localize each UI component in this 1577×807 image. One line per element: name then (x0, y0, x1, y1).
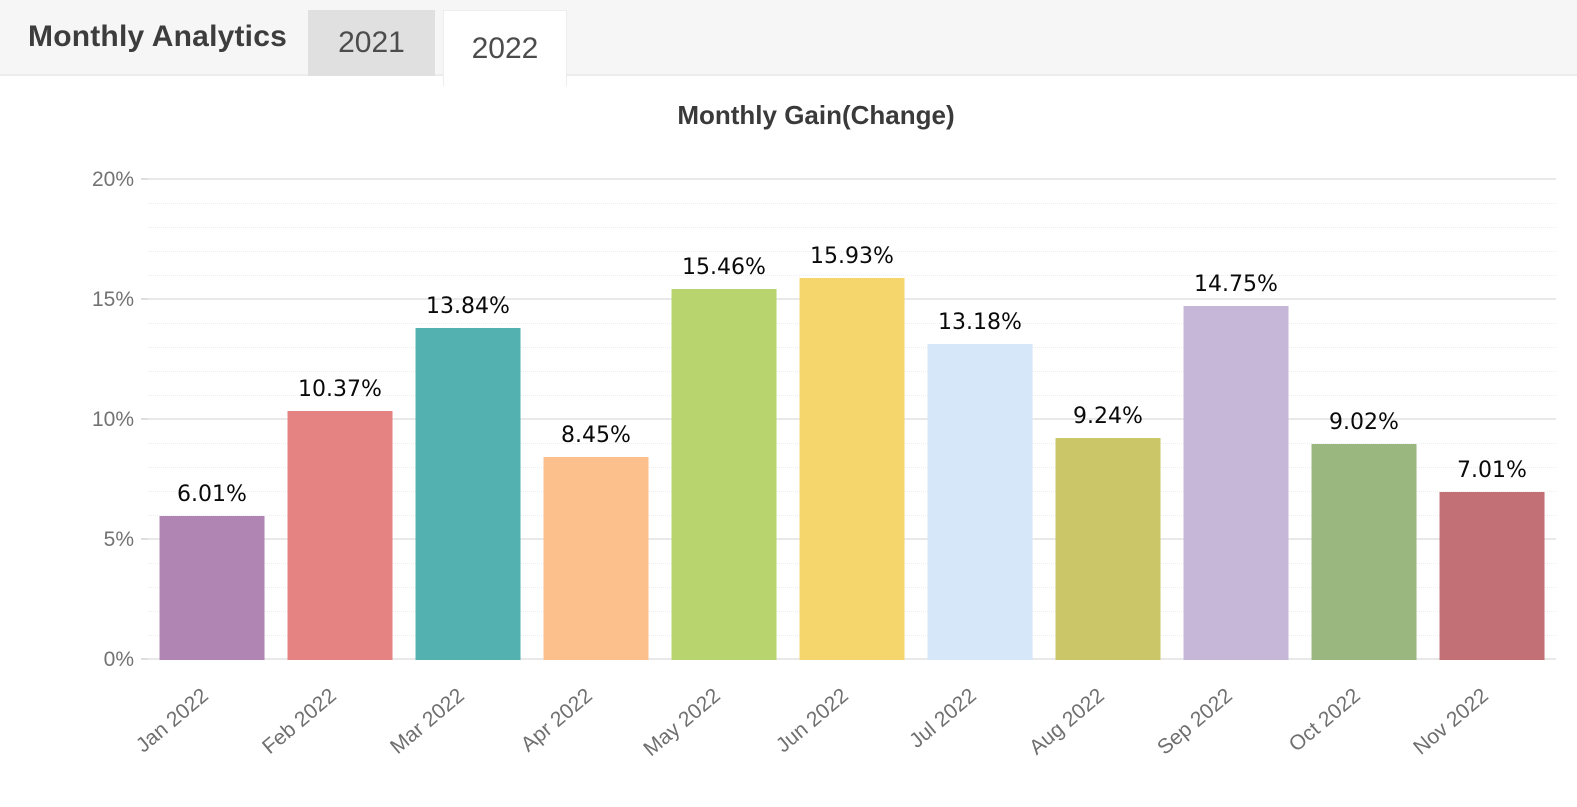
x-tick-label-jul-2022: Jul 2022 (905, 684, 981, 753)
bar-may-2022[interactable] (671, 288, 777, 660)
bar-jun-2022[interactable] (799, 277, 905, 660)
x-tick-label-jan-2022: Jan 2022 (131, 684, 213, 758)
y-tick-label: 20% (91, 168, 134, 191)
minor-gridline (148, 251, 1556, 252)
plot-area: 6.01% 10.37% 13.84% 8.45% 15.46% 15.93% 13.18%… (141, 178, 1556, 660)
minor-gridline (148, 275, 1556, 276)
chart-title: Monthly Gain(Change) (677, 100, 955, 130)
x-axis-labels: Jan 2022 Feb 2022 Mar 2022 Apr 2022 May 2022… (132, 660, 1556, 800)
panel-title: Monthly Analytics (28, 20, 287, 53)
bar-value-label-mar-2022: 13.84% (426, 293, 510, 319)
bar-aug-2022[interactable] (1055, 438, 1161, 660)
x-tick-label-feb-2022: Feb 2022 (258, 684, 341, 759)
bar-value-label-may-2022: 15.46% (682, 254, 766, 280)
header-bar: Monthly Analytics 2021 2022 (0, 0, 1577, 86)
bar-apr-2022[interactable] (543, 457, 649, 660)
y-tick-label: 5% (103, 528, 134, 551)
tab-2021-label: 2021 (338, 26, 405, 59)
bar-value-label-oct-2022: 9.02% (1329, 409, 1399, 435)
y-axis-labels: 0% 5% 10% 15% 20% (0, 168, 138, 671)
bar-value-label-sep-2022: 14.75% (1194, 272, 1278, 297)
bar-mar-2022[interactable] (415, 327, 521, 660)
major-gridline (141, 178, 1556, 180)
bar-jul-2022[interactable] (927, 343, 1033, 660)
x-tick-label-aug-2022: Aug 2022 (1025, 684, 1109, 760)
tab-2022[interactable]: 2022 (443, 10, 567, 86)
y-tick-label: 15% (91, 288, 134, 311)
x-tick-label-jun-2022: Jun 2022 (771, 684, 853, 758)
bar-value-label-aug-2022: 9.24% (1073, 404, 1143, 430)
bar-value-label-jul-2022: 13.18% (938, 309, 1022, 335)
x-tick-label-apr-2022: Apr 2022 (516, 684, 597, 757)
x-tick-label-oct-2022: Oct 2022 (1284, 684, 1365, 757)
x-tick-label-mar-2022: Mar 2022 (386, 684, 469, 759)
bar-value-label-jun-2022: 15.93% (810, 243, 894, 269)
bar-value-label-apr-2022: 8.45% (561, 423, 631, 449)
tab-2021[interactable]: 2021 (308, 10, 435, 76)
bar-jan-2022[interactable] (159, 515, 265, 660)
minor-gridline (148, 227, 1556, 228)
bar-feb-2022[interactable] (287, 411, 393, 660)
bar-nov-2022[interactable] (1439, 491, 1545, 660)
y-tick-label: 0% (103, 648, 134, 671)
y-tick-label: 10% (91, 408, 134, 431)
x-tick-label-may-2022: May 2022 (639, 684, 725, 761)
tab-2022-label: 2022 (471, 31, 539, 65)
bar-chart: Monthly Gain(Change) 0% 5% 10% 15% 20% 6.01%… (0, 78, 1577, 807)
bar-value-label-nov-2022: 7.01% (1457, 457, 1527, 483)
bar-oct-2022[interactable] (1311, 443, 1417, 660)
minor-gridline (148, 203, 1556, 204)
bar-value-label-jan-2022: 6.01% (177, 481, 247, 507)
bar-value-label-feb-2022: 10.37% (298, 377, 382, 403)
bar-sep-2022[interactable] (1183, 306, 1289, 660)
x-tick-label-sep-2022: Sep 2022 (1153, 684, 1237, 760)
x-tick-label-nov-2022: Nov 2022 (1409, 684, 1493, 760)
